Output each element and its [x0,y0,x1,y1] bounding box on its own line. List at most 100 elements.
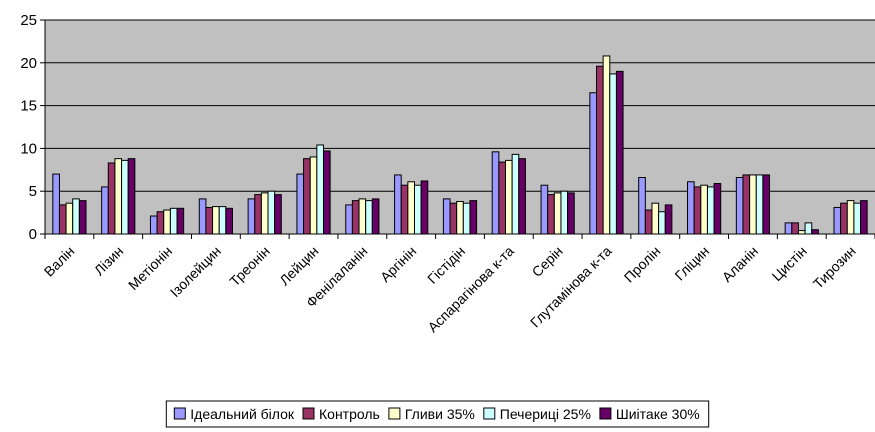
bar [498,161,506,235]
bar [316,144,324,235]
bar [811,229,819,235]
bar [735,177,744,235]
bar [469,200,478,235]
bar [52,173,60,235]
bar [169,207,178,235]
bar [225,207,233,235]
legend-swatch [388,407,401,420]
legend: Ідеальний білок Контроль Гливи 35% Печериці… [165,400,710,428]
bar [107,162,116,235]
bar [589,92,598,235]
legend-swatch [483,407,496,420]
bar [420,180,429,235]
bar [72,198,80,235]
bar [156,211,165,235]
bar [358,198,367,235]
bar [693,186,702,235]
x-tick-label: Гістідін [424,243,468,287]
bar [553,192,562,235]
x-tick-label: Аланін [719,243,761,285]
bar [218,206,227,235]
bar [644,209,653,235]
bar [791,222,799,235]
legend-label: Ідеальний білок [190,406,295,422]
bar [456,200,464,235]
bar [101,186,109,235]
bar [797,230,806,235]
bar [706,186,715,235]
bar [176,207,185,235]
bar [833,206,842,235]
x-tick-label: Аспарагінова к-та [424,243,517,336]
bar [303,158,311,235]
bar [840,202,848,235]
x-tick-label: Ізолейцин [167,243,224,300]
bar [442,198,451,235]
bar [462,202,471,235]
x-tick-label: Аргінін [377,243,419,285]
bar [804,222,813,235]
bar [449,202,458,235]
bar [212,206,220,235]
bar [664,204,673,235]
bar [127,158,136,235]
legend-swatch [302,407,315,420]
bar [163,209,171,235]
bar [749,174,757,235]
bar [846,200,855,235]
bar [260,192,269,235]
x-tick-label: Метіонін [125,243,175,293]
bar [602,55,611,235]
bar [322,150,331,235]
bar [205,206,214,235]
bar [540,184,549,235]
bar [267,190,276,235]
bar [853,202,862,235]
bar [65,202,74,235]
legend-swatch [599,407,612,420]
bar [400,184,409,235]
bar [114,158,123,235]
bar [149,215,158,235]
legend-label: Гливи 35% [405,406,475,422]
bar [755,174,764,235]
bar [505,159,513,235]
bar [658,211,666,235]
bar [407,181,415,235]
y-tick-label: 10 [20,140,37,157]
y-tick-label: 0 [29,226,37,243]
legend-label: Печериці 25% [500,406,591,422]
bar [78,200,87,235]
legend-swatch [173,407,186,420]
bar [547,194,555,235]
bar [518,158,526,235]
y-tick-label: 5 [29,183,37,200]
bar [491,151,500,235]
bar [784,222,793,235]
bar [414,184,422,235]
bar [365,200,373,235]
bar [638,177,646,235]
bar [860,200,868,235]
legend-label: Контроль [319,406,380,422]
x-tick-label: Цистін [769,243,810,284]
bar [309,156,318,235]
x-tick-label: Треонін [226,243,272,289]
legend-box [165,400,710,428]
y-tick-label: 20 [20,55,37,72]
bar [609,73,617,235]
bar [345,204,353,235]
bar [687,181,695,235]
bar [742,174,751,235]
bar [615,70,624,235]
x-tick-label: Серін [529,243,566,280]
x-tick-label: Лейцин [276,243,322,289]
bar [121,159,129,235]
x-tick-label: Гліцин [671,243,712,284]
y-tick-label: 15 [20,98,37,115]
bar [274,194,282,235]
bar [296,173,305,235]
bar [394,174,402,235]
bar [351,200,360,235]
